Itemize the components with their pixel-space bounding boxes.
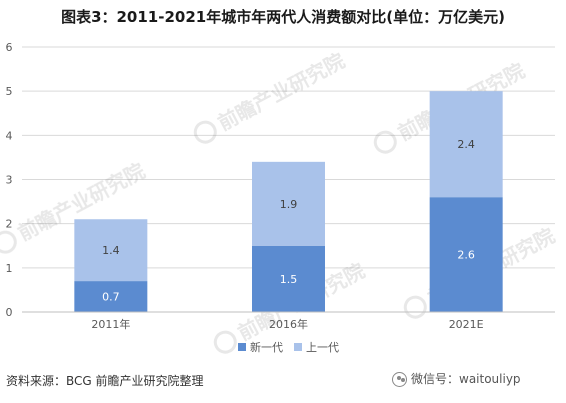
bar-segment-previous-generation: [252, 161, 325, 246]
y-tick-label: 0: [6, 306, 13, 319]
y-tick-label: 3: [6, 174, 13, 187]
data-label: 2.4: [457, 138, 475, 151]
y-tick-label: 5: [6, 85, 13, 98]
bar-segment-new-generation: [252, 245, 325, 312]
watermark-ring: [0, 230, 17, 254]
bar-segment-new-generation: [429, 197, 503, 312]
bar-segment-new-generation: [74, 281, 148, 312]
y-tick-label: 2: [6, 218, 13, 231]
data-label: 1.4: [102, 244, 120, 257]
watermark-ring: [193, 120, 217, 144]
legend-label: 上一代: [306, 341, 339, 354]
y-axis-ticks: 0 1 2 3 4 5 6: [6, 41, 13, 319]
wechat-icon: [392, 372, 407, 387]
x-tick-label: 2011年: [91, 317, 130, 331]
bar-segment-previous-generation: [74, 219, 148, 282]
data-label: 1.5: [280, 273, 298, 286]
y-tick-label: 4: [6, 129, 13, 142]
chart-title: 图表3：2011-2021年城市年两代人消费额对比(单位：万亿美元): [61, 8, 505, 26]
source-note: 资料来源：BCG 前瞻产业研究院整理: [6, 374, 204, 388]
watermark-text: 前瞻产业研究院: [214, 48, 349, 135]
legend-swatch-new-generation: [238, 343, 246, 351]
bars: 0.7 1.4 1.5 1.9 2.6 2.4: [74, 91, 503, 312]
x-tick-label: 2021E: [449, 318, 484, 331]
watermark-ring: [403, 295, 427, 319]
watermark-ring: [373, 130, 397, 154]
x-axis-labels: 2011年 2016年 2021E: [91, 317, 483, 331]
y-tick-label: 1: [6, 262, 13, 275]
legend-label: 新一代: [250, 340, 283, 354]
legend-swatch-previous-generation: [294, 343, 302, 351]
bar-segment-previous-generation: [429, 91, 503, 198]
watermark-ring: [213, 330, 237, 354]
legend: 新一代 上一代: [238, 340, 339, 354]
wechat-id: 微信号：waitouliyp: [392, 370, 521, 387]
x-tick-label: 2016年: [269, 317, 308, 331]
data-label: 1.9: [280, 198, 298, 211]
watermark-logo: 前瞻产业研究院: [193, 48, 349, 144]
data-label: 0.7: [102, 291, 120, 304]
wechat-id-text: 微信号：waitouliyp: [411, 372, 521, 386]
y-tick-label: 6: [6, 41, 13, 54]
data-label: 2.6: [457, 249, 475, 262]
